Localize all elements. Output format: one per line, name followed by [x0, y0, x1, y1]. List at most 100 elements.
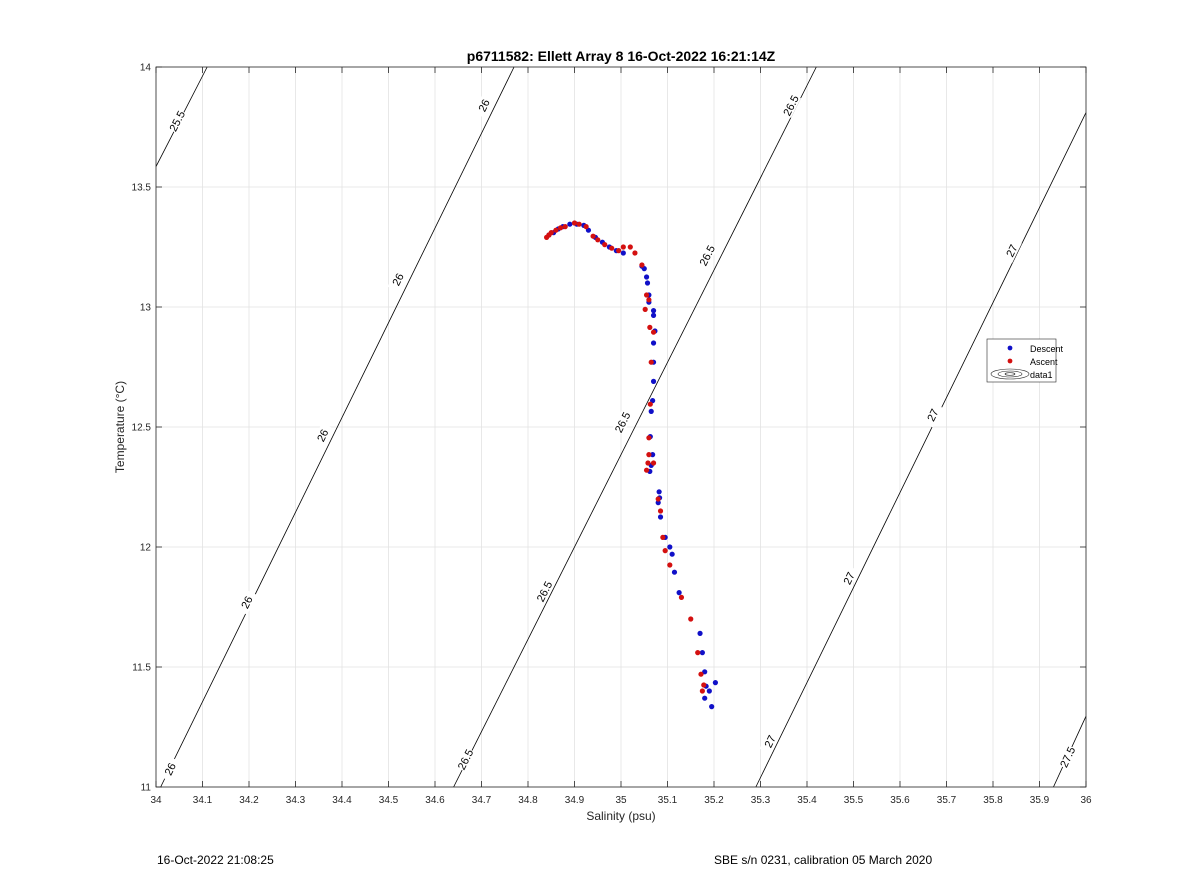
contour-label-background: [473, 92, 495, 118]
y-tick-label: 12: [140, 543, 152, 554]
contour-label-background: [533, 578, 555, 604]
data-point-ascent: [657, 508, 664, 514]
legend-label-descent: Descent: [1030, 344, 1064, 354]
contour-label: 26: [315, 428, 331, 444]
data-point-ascent: [627, 244, 633, 250]
legend-marker-ascent: [1007, 358, 1013, 364]
x-tick-label: 35.3: [751, 795, 771, 806]
data-point-ascent: [620, 244, 626, 250]
data-point-ascent: [660, 534, 666, 541]
data-point-descent: [669, 551, 675, 557]
data-point-descent: [676, 590, 682, 596]
x-tick-label: 34.5: [379, 795, 399, 806]
data-point-ascent: [662, 548, 668, 554]
data-points: [544, 220, 718, 710]
data-point-descent: [620, 250, 626, 256]
data-point-ascent: [643, 292, 650, 298]
x-tick-label: 34.2: [239, 795, 259, 806]
x-tick-label: 35.8: [983, 795, 1003, 806]
data-point-ascent: [655, 496, 661, 502]
y-tick-label: 11: [141, 783, 152, 794]
x-tick-label: 34.4: [332, 795, 352, 806]
contour-label: 27: [763, 734, 779, 750]
data-point-descent: [650, 308, 657, 314]
data-point-descent: [650, 452, 656, 458]
data-point-ascent: [647, 401, 653, 407]
density-contour-26: [160, 66, 515, 788]
density-contour-26.5: [453, 66, 817, 788]
x-tick-label: 35.7: [937, 795, 957, 806]
contour-label-background: [759, 728, 781, 754]
data-point-ascent: [643, 467, 650, 473]
data-point-ascent: [645, 460, 651, 466]
contour-label-background: [454, 746, 476, 772]
data-point-ascent: [557, 225, 564, 231]
x-tick-label: 35.2: [704, 795, 724, 806]
axis-ticks: 34 34.1 34.2 34.3 34.4 34.5 34.6 34.7 34.8 34.9 35…: [132, 63, 1092, 807]
data-point-descent: [655, 500, 661, 506]
contour-label: 26: [239, 594, 255, 610]
density-contours: 25.5262626262626.526.526.526.526.5272727…: [155, 66, 1087, 788]
data-point-descent: [650, 312, 657, 318]
contour-label: 26: [391, 272, 407, 288]
x-tick-label: 34.3: [286, 795, 306, 806]
data-point-ascent: [701, 682, 707, 688]
data-point-descent: [650, 340, 657, 346]
data-point-ascent: [639, 262, 645, 268]
contour-label: 27: [842, 571, 858, 587]
data-point-descent: [702, 669, 708, 675]
data-point-descent: [650, 378, 657, 384]
data-point-descent: [667, 544, 673, 550]
contour-label-background: [838, 565, 860, 591]
data-point-ascent: [650, 329, 657, 335]
contour-label: 27: [925, 407, 941, 423]
contour-label-background: [166, 108, 188, 134]
data-point-descent: [648, 408, 654, 414]
y-tick-label: 13.5: [132, 183, 152, 194]
data-point-ascent: [667, 562, 673, 568]
y-tick-label: 12.5: [132, 423, 152, 434]
data-point-ascent: [648, 359, 654, 365]
x-tick-label: 35.6: [890, 795, 910, 806]
contour-label-background: [780, 92, 802, 118]
data-point-descent: [644, 280, 651, 286]
data-point-descent: [567, 221, 573, 227]
x-tick-label: 34.9: [565, 795, 585, 806]
data-point-descent: [706, 688, 712, 694]
y-tick-label: 13: [140, 303, 152, 314]
footer-timestamp: 16-Oct-2022 21:08:25: [157, 853, 274, 867]
contour-label-background: [1057, 744, 1078, 770]
x-tick-label: 34.8: [518, 795, 538, 806]
chart-title: p6711582: Ellett Array 8 16-Oct-2022 16:…: [467, 48, 776, 64]
x-tick-label: 34.7: [472, 795, 492, 806]
data-point-descent: [702, 695, 708, 701]
y-tick-label: 11.5: [132, 663, 151, 674]
data-point-ascent: [695, 650, 701, 656]
contour-label-background: [312, 422, 333, 448]
legend-marker-descent: [1007, 345, 1013, 351]
contour-label-background: [696, 242, 718, 268]
legend-label-data1: data1: [1030, 370, 1053, 380]
data-point-ascent: [646, 452, 652, 458]
x-tick-label: 35.5: [844, 795, 864, 806]
x-tick-label: 35.1: [658, 795, 678, 806]
contour-label-background: [387, 266, 409, 292]
contour-label-background: [236, 589, 257, 615]
x-tick-label: 36: [1080, 795, 1092, 806]
footer-calibration: SBE s/n 0231, calibration 05 March 2020: [714, 853, 933, 867]
data-point-ascent: [548, 230, 554, 236]
data-point-ascent: [647, 324, 653, 330]
data-point-descent: [643, 274, 650, 280]
x-tick-label: 35: [615, 795, 627, 806]
data-point-ascent: [699, 688, 705, 694]
contour-label-background: [1001, 238, 1022, 264]
contour-label: 26: [477, 98, 493, 114]
data-point-ascent: [616, 248, 622, 254]
data-point-ascent: [646, 435, 652, 441]
x-tick-label: 34.1: [193, 795, 213, 806]
data-point-ascent: [571, 220, 578, 226]
x-axis-label: Salinity (psu): [586, 809, 655, 823]
data-point-ascent: [576, 221, 582, 227]
data-point-ascent: [609, 245, 615, 251]
